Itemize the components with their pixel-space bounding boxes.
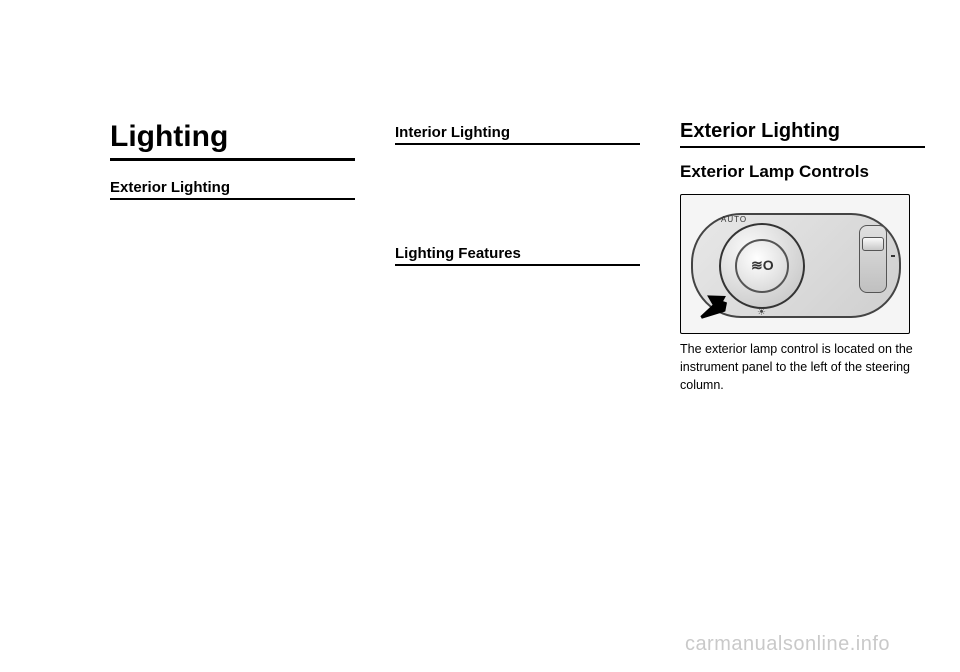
toc-item: Exterior Lamp Controls6-1 — [110, 210, 355, 229]
toc-item: Automatic Headlamp System6-3 — [110, 307, 355, 326]
toc-item: Exit Lighting6-6 — [395, 296, 640, 315]
toc-item: Daytime Running Lamps (DRL)6-3 — [110, 288, 355, 307]
heading-exterior-lighting: Exterior Lighting — [680, 120, 925, 148]
section-head-interior: Interior Lighting — [395, 124, 640, 145]
toc-item: Headlamp High/Low-Beam Changer6-2 — [110, 249, 355, 268]
heading-exterior-lamp-controls: Exterior Lamp Controls — [680, 162, 925, 182]
lamp-control-figure: AUTO ≋O ☀ — [680, 194, 910, 334]
toc-list-features: Entry Lighting6-6 Exit Lighting6-6 Batte… — [395, 276, 640, 373]
figure-caption: The exterior lamp control is located on … — [680, 340, 925, 394]
toc-item: Exterior Lamps Off Reminder6-2 — [110, 229, 355, 248]
column-2: Interior Lighting Instrument Panel Illum… — [395, 120, 640, 394]
toc-item: Dome Lamps6-6 — [395, 174, 640, 193]
toc-item: Hazard Warning Flashers6-4 — [110, 326, 355, 345]
toc-item: Battery Load Management6-7 — [395, 315, 640, 334]
toc-item: Battery Power Protection6-7 — [395, 334, 640, 353]
dial-auto-label: AUTO — [721, 215, 747, 224]
fog-lamp-icon: ≋O — [751, 257, 774, 274]
dimmer-thumb — [862, 237, 884, 251]
watermark-text: carmanualsonline.info — [685, 633, 890, 656]
dimmer-slider — [859, 225, 887, 293]
toc-item: Flash-to-Pass6-3 — [110, 268, 355, 287]
chapter-title: Lighting — [110, 120, 355, 161]
toc-item: Turn and Lane-Change Signals6-4 — [110, 346, 355, 365]
page-container: Lighting Exterior Lighting Exterior Lamp… — [0, 0, 960, 434]
slider-mark — [891, 255, 895, 257]
brightness-icon: ☀ — [757, 307, 766, 318]
toc-item: Exterior Lighting Battery Saver6-7 — [395, 354, 640, 373]
spacer — [395, 213, 640, 241]
toc-item: Fog Lamps6-5 — [110, 365, 355, 384]
toc-item: Instrument Panel Illumination Control6-5 — [395, 155, 640, 174]
section-head-exterior: Exterior Lighting — [110, 179, 355, 200]
toc-list-exterior: Exterior Lamp Controls6-1 Exterior Lamps… — [110, 210, 355, 384]
column-1: Lighting Exterior Lighting Exterior Lamp… — [110, 120, 355, 394]
toc-list-interior: Instrument Panel Illumination Control6-5… — [395, 155, 640, 213]
toc-item: Entry Lighting6-6 — [395, 276, 640, 295]
toc-item: Reading Lamps6-6 — [395, 194, 640, 213]
section-head-features: Lighting Features — [395, 245, 640, 266]
column-3: Exterior Lighting Exterior Lamp Controls… — [680, 120, 925, 394]
